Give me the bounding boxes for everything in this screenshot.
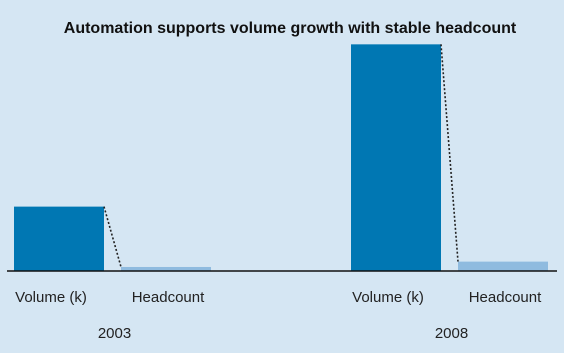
category-label-volume-2008: Volume (k)	[352, 289, 424, 306]
category-label-headcount-2008: Headcount	[469, 289, 542, 306]
bar-volume-2008	[351, 44, 441, 272]
connectors-layer	[103, 44, 459, 268]
bar-headcount-2003	[121, 266, 211, 271]
category-label-headcount-2003: Headcount	[132, 289, 205, 306]
bar-volume-2003	[14, 206, 104, 271]
labels-layer: Volume (k) Headcount 2003 Volume (k) Headcou…	[15, 289, 542, 342]
connector-line-2008	[440, 44, 459, 262]
connector-line-2003	[103, 206, 122, 268]
category-label-volume-2003: Volume (k)	[15, 289, 87, 306]
bar-headcount-2008	[458, 261, 548, 271]
chart-title: Automation supports volume growth with s…	[64, 20, 517, 37]
group-label-2008: 2008	[435, 325, 468, 342]
bars-layer	[14, 44, 548, 272]
group-label-2003: 2003	[98, 325, 131, 342]
